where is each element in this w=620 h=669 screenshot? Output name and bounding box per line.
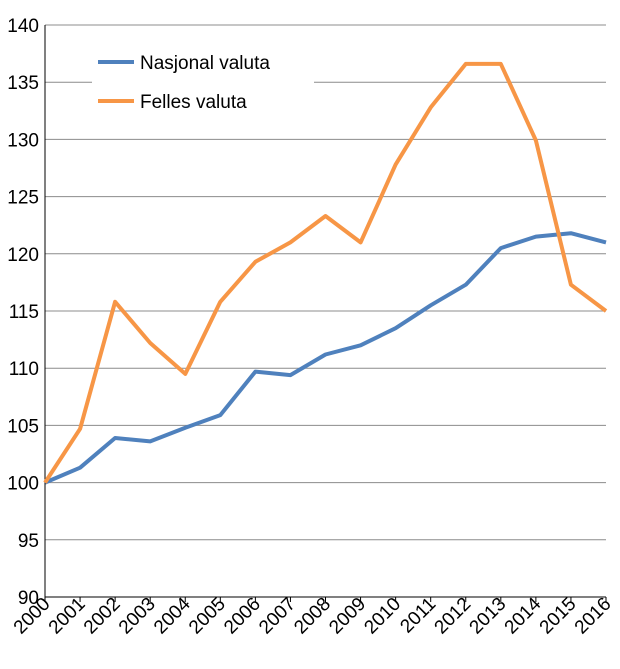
x-tick-label: 2015 (536, 594, 581, 639)
legend-label: Nasjonal valuta (140, 53, 270, 74)
y-tick-label: 90 (18, 588, 39, 609)
axes (44, 25, 607, 602)
x-tick-label: 2011 (396, 594, 440, 638)
x-tick-label: 2007 (255, 594, 300, 639)
legend-box (92, 42, 314, 126)
legend-label: Felles valuta (140, 92, 247, 113)
y-tick-label: 95 (18, 531, 39, 552)
x-tick-label: 2014 (501, 593, 546, 638)
y-tick-label: 130 (7, 130, 39, 151)
y-tick-label: 110 (9, 359, 39, 380)
gridlines (45, 24, 606, 541)
x-tick-label: 2012 (431, 594, 476, 639)
x-axis-tick-labels: 2000200120022003200420052006200720082009… (10, 593, 616, 638)
x-tick-label: 2005 (185, 594, 230, 639)
x-tick-label: 2006 (220, 594, 265, 639)
x-tick-label: 2010 (360, 594, 405, 639)
x-tick-label: 2009 (325, 594, 370, 639)
x-tick-label: 2001 (45, 594, 90, 639)
y-tick-label: 120 (7, 245, 39, 266)
series-lines (43, 61, 608, 485)
series-line-nasjonal-valuta (44, 231, 607, 485)
x-tick-label: 2000 (10, 594, 55, 639)
x-tick-label: 2004 (150, 593, 195, 638)
y-axis-tick-labels: 90 95 100 105 110 115 120 125 130 135 140 (7, 16, 39, 609)
y-tick-label: 105 (7, 416, 39, 437)
legend: Nasjonal valuta Felles valuta (92, 42, 314, 126)
x-tick-label: 2016 (571, 594, 616, 639)
x-tick-label: 2008 (290, 594, 335, 639)
x-tick-label: 2003 (115, 594, 160, 639)
y-tick-label: 125 (7, 188, 39, 209)
y-tick-label: 100 (7, 474, 39, 495)
y-tick-label: 115 (9, 302, 39, 323)
series-line-felles-valuta (43, 61, 608, 484)
y-tick-label: 140 (7, 16, 39, 37)
x-tick-label: 2002 (80, 594, 125, 639)
y-tick-label: 135 (7, 73, 39, 94)
x-tick-label: 2013 (466, 594, 511, 639)
